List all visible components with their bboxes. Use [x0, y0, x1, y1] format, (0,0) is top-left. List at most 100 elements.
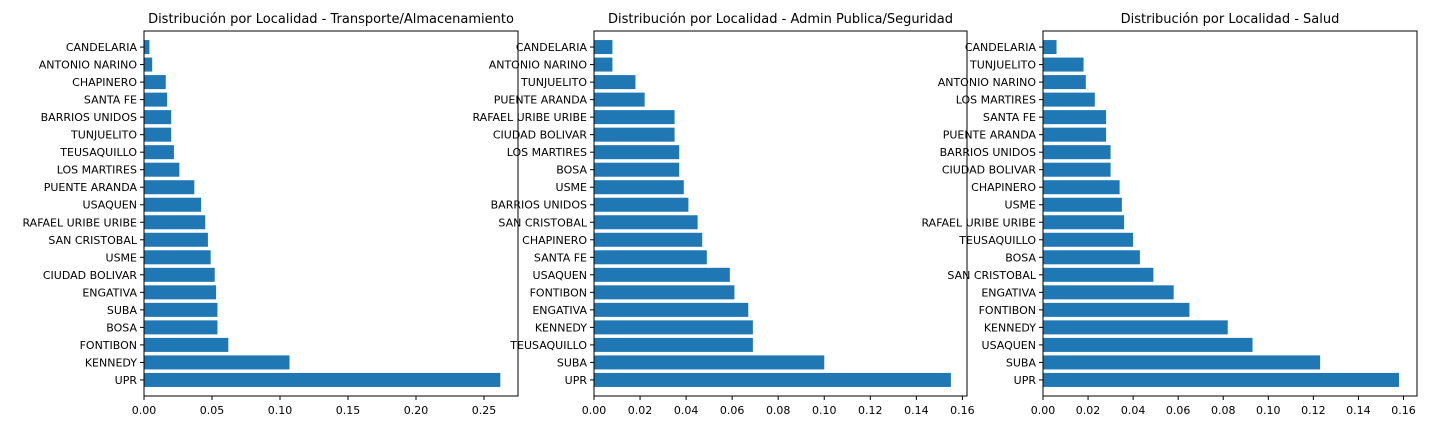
ytick-label: SUBA	[107, 304, 138, 317]
bar-barrios-unidos	[594, 197, 689, 212]
bar-barrios-unidos	[1043, 145, 1111, 160]
bar-chapinero	[144, 75, 166, 90]
xtick-label: 0.02	[1076, 404, 1101, 417]
bar-usme	[594, 180, 684, 195]
bar-engativa	[1043, 285, 1174, 300]
bar-barrios-unidos	[144, 110, 172, 125]
ytick-label: CANDELARIA	[965, 41, 1037, 54]
ytick-label: RAFAEL URIBE URIBE	[22, 216, 137, 229]
ytick-label: KENNEDY	[85, 356, 137, 369]
subplot-1: UPR KENNEDY FONTIBON BOSA SUBA ENGATIVA CIUDAD…	[22, 12, 519, 417]
ytick-label: ANTONIO NARINO	[489, 59, 588, 72]
ytick-label: USAQUEN	[982, 339, 1036, 352]
ytick-label: ANTONIO NARINO	[39, 59, 138, 72]
ytick-label: SANTA FE	[534, 251, 587, 264]
bar-ciudad-bolivar	[1043, 162, 1111, 177]
xtick-label: 0.10	[268, 404, 293, 417]
ytick-label: BOSA	[106, 321, 137, 334]
bar-teusaquillo	[144, 145, 174, 160]
bar-san-cristobal	[144, 232, 208, 247]
bar-puente-aranda	[1043, 127, 1107, 142]
ytick-label: TUNJUELITO	[70, 129, 137, 142]
ytick-label: TEUSAQUILLO	[509, 339, 587, 352]
xtick-label: 0.16	[950, 404, 975, 417]
xtick-label: 0.08	[1211, 404, 1236, 417]
bar-kennedy	[594, 320, 753, 335]
bar-usaquen	[1043, 337, 1253, 352]
ytick-label: FONTIBON	[979, 304, 1036, 317]
ytick-label: BARRIOS UNIDOS	[491, 199, 587, 212]
bar-usaquen	[594, 267, 730, 282]
ytick-label: SAN CRISTOBAL	[947, 269, 1036, 282]
bar-san-cristobal	[594, 215, 698, 230]
bar-engativa	[144, 285, 217, 300]
bar-san-cristobal	[1043, 267, 1154, 282]
ytick-label: LOS MARTIRES	[57, 164, 137, 177]
xtick-label: 0.12	[858, 404, 883, 417]
bar-teusaquillo	[1043, 232, 1134, 247]
ytick-label: SAN CRISTOBAL	[498, 216, 587, 229]
ytick-label: ENGATIVA	[981, 286, 1036, 299]
xtick-label: 0.14	[1346, 404, 1371, 417]
bar-usme	[1043, 197, 1122, 212]
ytick-label: ENGATIVA	[532, 304, 587, 317]
bar-rafael-uribe-uribe	[1043, 215, 1125, 230]
bar-upr	[1043, 372, 1399, 387]
xtick-label: 0.00	[1031, 404, 1056, 417]
ytick-label: ANTONIO NARINO	[938, 76, 1037, 89]
xtick-label: 0.12	[1301, 404, 1326, 417]
ytick-label: UPR	[1014, 374, 1037, 387]
bar-los-martires	[144, 162, 180, 177]
ytick-label: SANTA FE	[84, 94, 137, 107]
ytick-label: PUENTE ARANDA	[494, 94, 588, 107]
ytick-label: FONTIBON	[80, 339, 137, 352]
chart-title: Distribución por Localidad - Admin Publi…	[608, 12, 953, 27]
ytick-label: SAN CRISTOBAL	[48, 234, 137, 247]
axes-frame	[143, 30, 519, 397]
ytick-label: CHAPINERO	[971, 181, 1036, 194]
ytick-label: USME	[1005, 199, 1037, 212]
xtick-label: 0.16	[1391, 404, 1416, 417]
axes-frame	[1042, 30, 1418, 397]
bar-los-martires	[594, 145, 680, 160]
xtick-label: 0.15	[336, 404, 361, 417]
xtick-label: 0.06	[720, 404, 745, 417]
bar-bosa	[1043, 250, 1140, 265]
ytick-label: SANTA FE	[983, 111, 1036, 124]
ytick-label: RAFAEL URIBE URIBE	[472, 111, 587, 124]
subplot-2: UPR SUBA TEUSAQUILLO KENNEDY ENGATIVA FONTIBO…	[472, 12, 974, 417]
bar-upr	[594, 372, 951, 387]
xtick-label: 0.08	[766, 404, 791, 417]
ytick-label: KENNEDY	[535, 321, 587, 334]
bar-puente-aranda	[594, 92, 645, 107]
ytick-label: CIUDAD BOLIVAR	[43, 269, 137, 282]
ytick-label: USME	[556, 181, 588, 194]
subplot-3: UPR SUBA USAQUEN KENNEDY FONTIBON ENGATIVA SAN…	[921, 12, 1418, 417]
ytick-label: FONTIBON	[530, 286, 587, 299]
ytick-label: CANDELARIA	[66, 41, 138, 54]
bar-ciudad-bolivar	[594, 127, 675, 142]
ytick-label: PUENTE ARANDA	[44, 181, 138, 194]
ytick-label: BOSA	[556, 164, 587, 177]
ytick-label: SUBA	[1006, 356, 1037, 369]
xtick-label: 0.05	[200, 404, 225, 417]
xtick-label: 0.10	[1256, 404, 1281, 417]
bar-antonio-narino	[144, 57, 153, 72]
xtick-label: 0.04	[1121, 404, 1146, 417]
bar-rafael-uribe-uribe	[144, 215, 206, 230]
xtick-label: 0.25	[472, 404, 497, 417]
ytick-label: USAQUEN	[83, 199, 137, 212]
bar-fontibon	[1043, 302, 1190, 317]
bar-kennedy	[1043, 320, 1228, 335]
bar-tunjuelito	[144, 127, 172, 142]
ytick-label: USAQUEN	[533, 269, 587, 282]
bar-ciudad-bolivar	[144, 267, 215, 282]
ytick-label: KENNEDY	[984, 321, 1036, 334]
bar-suba	[1043, 355, 1321, 370]
ytick-label: CHAPINERO	[522, 234, 587, 247]
ytick-label: SUBA	[557, 356, 588, 369]
bar-los-martires	[1043, 92, 1095, 107]
bar-upr	[144, 372, 501, 387]
xtick-label: 0.14	[904, 404, 929, 417]
